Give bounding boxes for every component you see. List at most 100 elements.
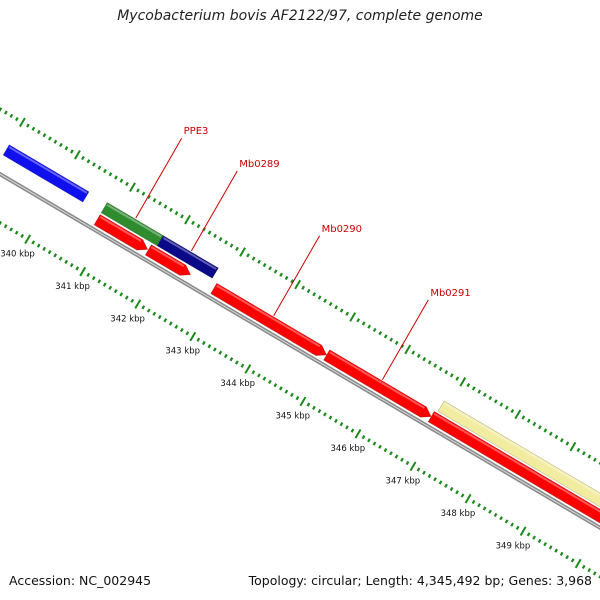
inner-tick-minor [328, 415, 333, 420]
inner-tick-minor [86, 272, 91, 277]
inner-tick-minor [240, 363, 245, 368]
outer-tick-minor [268, 266, 272, 271]
inner-tick-minor [168, 321, 173, 326]
gene-label-leader [273, 235, 321, 316]
outer-tick-minor [560, 438, 564, 443]
inner-tick-minor [53, 253, 58, 258]
outer-tick-minor [593, 457, 597, 462]
inner-tick-minor [251, 370, 256, 375]
outer-tick-minor [64, 146, 69, 151]
inner-tick-minor [146, 308, 151, 313]
inner-tick-minor [394, 454, 399, 459]
outer-tick-minor [92, 162, 96, 167]
inner-tick-minor [108, 285, 113, 290]
inner-tick-minor [444, 483, 448, 488]
inner-tick-minor [64, 259, 69, 265]
outer-tick-minor [466, 382, 471, 388]
gene-highlight [99, 216, 142, 242]
inner-tick-minor [554, 548, 559, 553]
inner-tick-major [519, 526, 527, 536]
outer-tick-minor [510, 408, 515, 414]
gene-highlight [216, 284, 321, 348]
outer-tick-minor [582, 451, 586, 456]
gene-label: Mb0290 [322, 224, 362, 235]
outer-tick-minor [521, 415, 526, 420]
tick-label: 349 kbp [496, 541, 531, 551]
inner-tick-minor [279, 386, 283, 391]
inner-tick-major [244, 364, 252, 374]
inner-tick-minor [350, 428, 355, 433]
outer-tick-minor [543, 428, 548, 433]
outer-tick-minor [488, 395, 493, 401]
inner-tick-minor [361, 434, 366, 440]
inner-tick-minor [174, 324, 179, 329]
inner-tick-minor [102, 282, 107, 287]
outer-tick-minor [416, 353, 421, 359]
outer-tick-major [404, 344, 412, 355]
gene-label-leader [190, 170, 238, 252]
inner-tick-minor [570, 558, 575, 563]
inner-tick-minor [537, 538, 542, 544]
outer-tick-minor [48, 136, 52, 141]
inner-tick-minor [405, 460, 410, 466]
outer-tick-minor [361, 321, 366, 326]
inner-tick-minor [130, 298, 135, 303]
inner-tick-minor [400, 457, 404, 462]
gene-label-leader [381, 299, 429, 381]
outer-tick-minor [334, 305, 339, 310]
outer-tick-minor [152, 198, 157, 203]
outer-tick-minor [455, 376, 460, 381]
gene-highlight [433, 412, 600, 513]
inner-tick-minor [449, 486, 454, 492]
outer-tick-minor [328, 301, 333, 307]
outer-tick-minor [301, 285, 305, 290]
outer-tick-minor [273, 269, 278, 274]
outer-tick-minor [26, 123, 30, 128]
outer-tick-major [514, 409, 522, 420]
inner-tick-minor [581, 564, 586, 569]
inner-tick-minor [152, 311, 157, 316]
inner-tick-minor [201, 340, 206, 346]
inner-tick-minor [543, 542, 548, 547]
outer-tick-minor [42, 133, 47, 138]
inner-tick-minor [504, 519, 509, 524]
inner-tick-major [409, 461, 417, 472]
tick-label: 342 kbp [110, 314, 145, 324]
outer-tick-minor [548, 431, 553, 436]
outer-tick-minor [427, 360, 432, 365]
outer-tick-minor [15, 116, 19, 122]
tick-label: 341 kbp [55, 282, 90, 292]
outer-tick-minor [262, 262, 267, 268]
inner-tick-minor [510, 522, 514, 527]
inner-tick-minor [185, 331, 190, 336]
outer-tick-minor [86, 159, 91, 164]
inner-tick-minor [323, 412, 327, 417]
outer-tick-minor [97, 165, 102, 170]
inner-tick-minor [306, 402, 311, 407]
outer-tick-major [569, 441, 577, 452]
outer-tick-minor [504, 405, 509, 410]
inner-tick-minor [422, 470, 426, 475]
gene-block [156, 235, 219, 279]
outer-tick-minor [207, 230, 212, 235]
outer-tick-minor [141, 191, 146, 196]
gene-block [427, 410, 600, 524]
tick-label: 344 kbp [220, 379, 255, 389]
inner-tick-minor [3, 224, 8, 229]
inner-tick-minor [273, 383, 278, 388]
inner-tick-minor [471, 499, 476, 505]
inner-tick-minor [223, 353, 228, 359]
outer-tick-minor [147, 194, 151, 200]
tick-label: 347 kbp [386, 477, 421, 487]
inner-tick-minor [389, 451, 393, 456]
inner-tick-minor [91, 276, 96, 281]
inner-tick-major [574, 558, 582, 569]
inner-tick-minor [587, 567, 592, 573]
outer-tick-minor [284, 275, 289, 281]
inner-tick-minor [548, 545, 553, 550]
outer-tick-minor [345, 311, 350, 316]
inner-tick-minor [526, 532, 531, 537]
gene-layer [2, 144, 600, 524]
